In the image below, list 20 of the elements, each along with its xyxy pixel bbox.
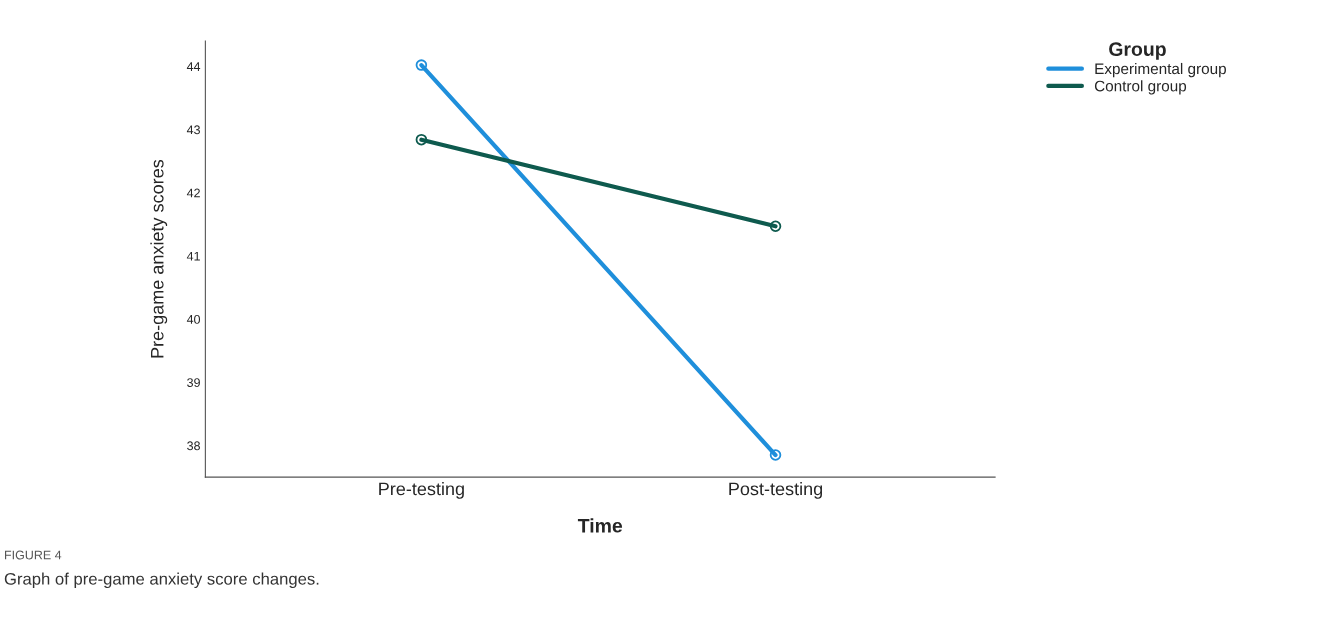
point — [415, 133, 428, 146]
text: Graph of pre-game anxiety score changes. — [4, 572, 319, 589]
caption: FIGURE 4 — [5, 550, 62, 560]
y-axis-title: Pre-game anxiety scores — [150, 159, 168, 358]
x-tick-label: Pre-testing — [379, 482, 464, 499]
y-tick-label: 43 — [186, 125, 200, 135]
y-tick-label: 44 — [186, 62, 201, 71]
legend-label: Control group — [1094, 80, 1187, 95]
y-tick-label: 42 — [186, 188, 200, 198]
point — [769, 220, 782, 233]
y-tick-label: 40 — [186, 314, 201, 324]
y-tick-label: 39 — [187, 378, 200, 388]
legend-label: Experimental group — [1095, 62, 1226, 78]
y-tick-label: 38 — [187, 441, 200, 451]
point — [415, 59, 428, 71]
y-tick-label: 41 — [186, 251, 200, 261]
x-tick-label: Post-testing — [729, 482, 823, 499]
x-axis-title: Time — [577, 518, 623, 533]
point — [769, 449, 782, 461]
legend-title: Group — [1109, 42, 1166, 60]
